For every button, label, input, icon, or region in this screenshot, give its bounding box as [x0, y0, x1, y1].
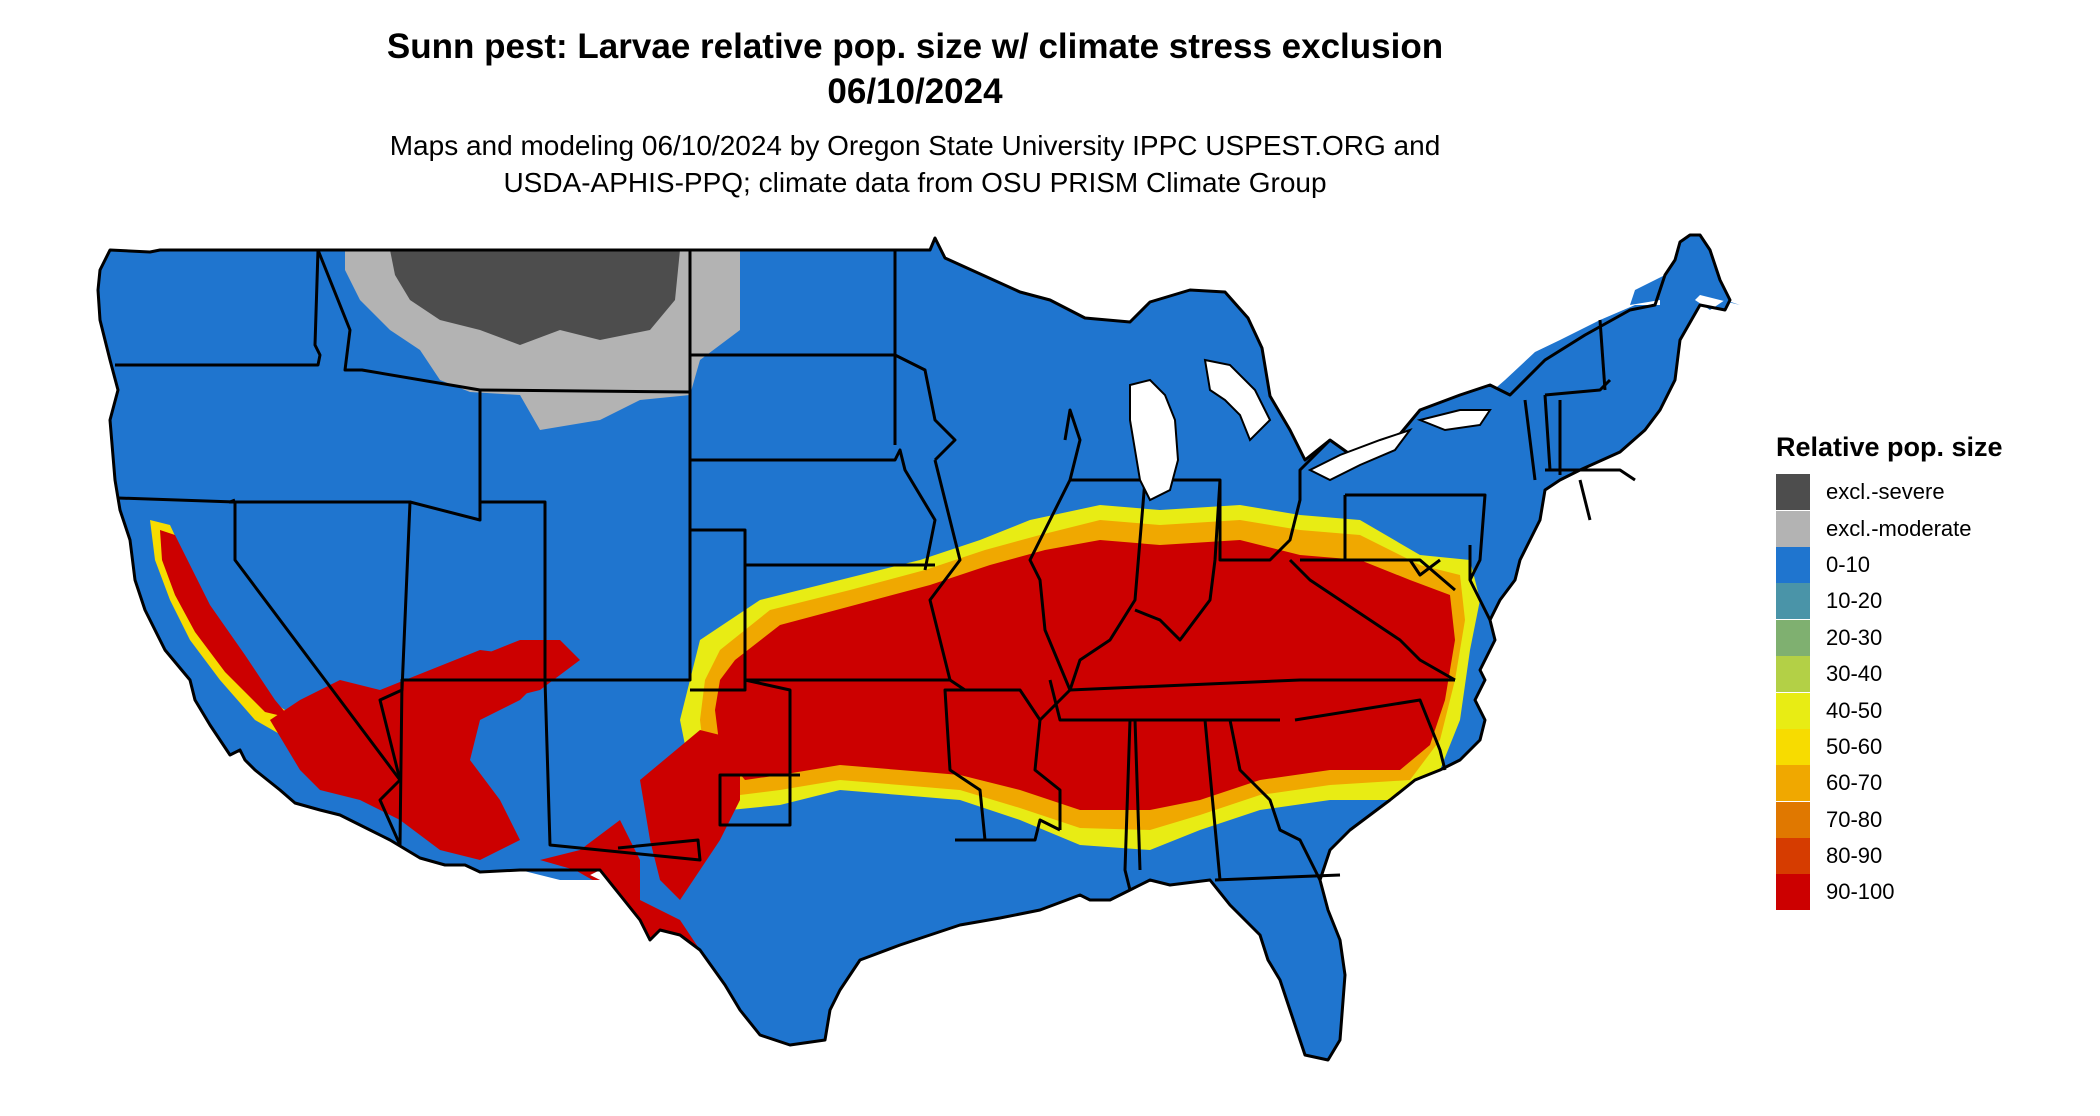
- legend-label: 50-60: [1826, 733, 1883, 759]
- legend-swatch: [1776, 510, 1810, 547]
- legend-swatch: [1776, 474, 1810, 511]
- hotspot-southwest-nevada: [420, 640, 580, 710]
- subtitle-line-1: Maps and modeling 06/10/2024 by Oregon S…: [389, 130, 1441, 161]
- legend-label: 60-70: [1826, 770, 1883, 796]
- hotspot-new-mexico: [540, 820, 700, 960]
- title-line-2: 06/10/2024: [827, 72, 1003, 111]
- legend-label: 40-50: [1826, 697, 1883, 723]
- exclusion-severe-region: [390, 250, 680, 345]
- legend-item: excl.-severe: [1776, 474, 2003, 511]
- legend-item: 10-20: [1776, 583, 2003, 620]
- legend-swatch: [1776, 765, 1810, 802]
- legend-swatch: [1776, 728, 1810, 765]
- legend-item: 50-60: [1776, 728, 2003, 765]
- legend-label: excl.-severe: [1826, 479, 1945, 505]
- legend-swatch: [1776, 874, 1810, 911]
- hotspot-california-valley-core: [160, 530, 290, 718]
- legend-item: 40-50: [1776, 692, 2003, 729]
- legend-label: 10-20: [1826, 588, 1883, 614]
- legend-item: 30-40: [1776, 656, 2003, 693]
- legend-swatch: [1776, 546, 1810, 583]
- title-line-1: Sunn pest: Larvae relative pop. size w/ …: [386, 27, 1444, 66]
- legend-swatch: [1776, 656, 1810, 693]
- lake-huron: [1203, 358, 1272, 442]
- state-boundaries: [96, 233, 1732, 1062]
- legend-item: 90-100: [1776, 874, 2003, 911]
- legend-swatch: [1776, 583, 1810, 620]
- legend-title: Relative pop. size: [1776, 432, 2003, 462]
- legend-label: 80-90: [1826, 843, 1883, 869]
- legend-swatch: [1776, 838, 1810, 875]
- legend-label: 90-100: [1826, 879, 1895, 905]
- legend-item: excl.-moderate: [1776, 510, 2003, 547]
- lake-erie: [1307, 428, 1413, 482]
- lake-michigan: [1129, 378, 1180, 502]
- legend-label: excl.-moderate: [1826, 515, 1972, 541]
- legend-label: 70-80: [1826, 806, 1883, 832]
- legend-items: excl.-severe excl.-moderate 0-10 10-20 2…: [1776, 474, 2003, 911]
- legend-item: 80-90: [1776, 838, 2003, 875]
- legend-swatch: [1776, 801, 1810, 838]
- legend-label: 0-10: [1826, 551, 1871, 577]
- legend-item: 20-30: [1776, 619, 2003, 656]
- legend-swatch: [1776, 619, 1810, 656]
- legend-item: 0-10: [1776, 546, 2003, 583]
- great-lakes: [1129, 358, 1492, 502]
- band-red-core: [715, 540, 1455, 810]
- legend-swatch: [1776, 692, 1810, 729]
- legend-label: 20-30: [1826, 624, 1883, 650]
- legend: Relative pop. size excl.-severe excl.-mo…: [1776, 430, 2003, 911]
- legend-item: 60-70: [1776, 765, 2003, 802]
- subtitle-line-2: USDA-APHIS-PPQ; climate data from OSU PR…: [503, 167, 1327, 198]
- lake-ontario: [1416, 409, 1492, 432]
- map-subtitle: Maps and modeling 06/10/2024 by Oregon S…: [0, 127, 1830, 201]
- legend-item: 70-80: [1776, 801, 2003, 838]
- map-title: Sunn pest: Larvae relative pop. size w/ …: [0, 24, 1830, 114]
- legend-label: 30-40: [1826, 661, 1883, 687]
